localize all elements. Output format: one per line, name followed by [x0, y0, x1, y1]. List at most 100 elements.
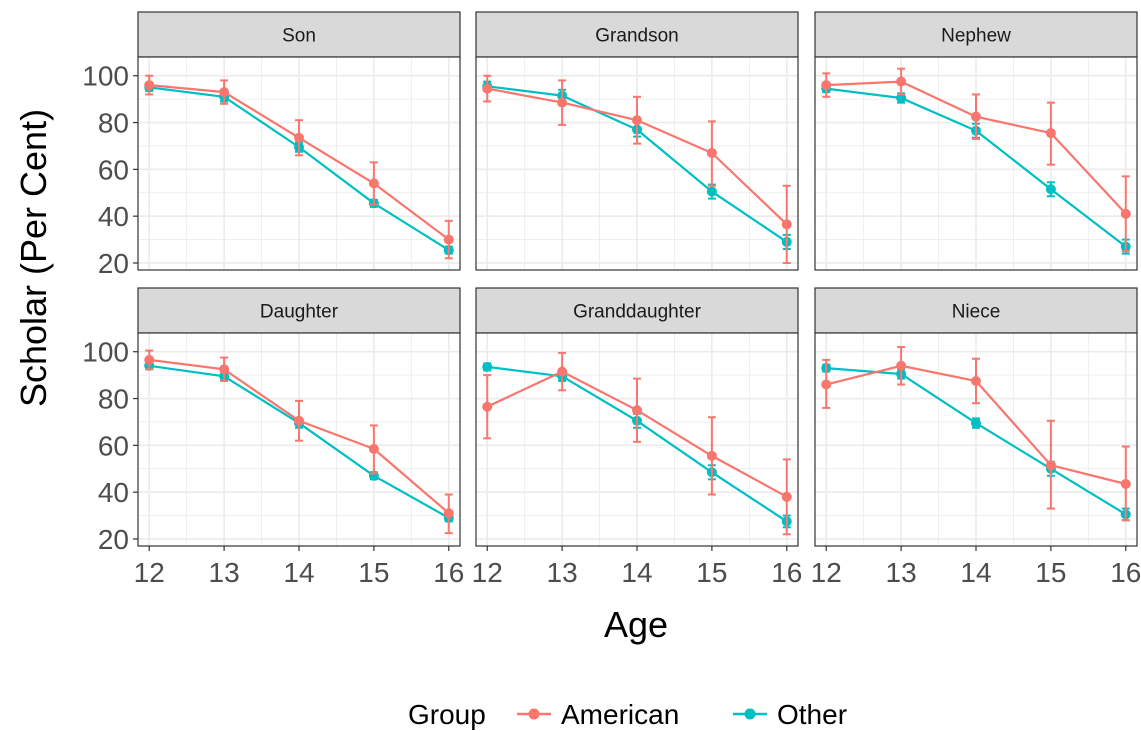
- data-point: [781, 491, 792, 502]
- legend-entry-other: Other: [733, 699, 847, 730]
- y-tick-label: 80: [98, 384, 129, 415]
- x-tick-label: 13: [886, 557, 917, 588]
- x-tick-label: 16: [771, 557, 802, 588]
- legend-key-point: [744, 708, 756, 720]
- facet-title: Daughter: [260, 302, 339, 323]
- data-point: [482, 401, 493, 412]
- data-point: [1045, 460, 1056, 471]
- legend: Group American Other: [408, 699, 847, 730]
- y-tick-label: 40: [98, 477, 129, 508]
- facet-strip: [475, 11, 799, 58]
- facet-panel-son: Son: [137, 11, 461, 271]
- x-tick-label: 12: [472, 557, 503, 588]
- gridlines: [815, 57, 1137, 270]
- data-point: [896, 360, 907, 371]
- legend-entry-american: American: [517, 699, 679, 730]
- x-tick-label: 15: [358, 557, 389, 588]
- data-point: [144, 80, 155, 91]
- data-point: [557, 366, 568, 377]
- y-tick-label: 60: [98, 430, 129, 461]
- data-point: [896, 76, 907, 87]
- x-tick-label: 14: [960, 557, 991, 588]
- data-point: [632, 115, 642, 126]
- gridlines: [476, 57, 798, 270]
- facet-strip: [137, 287, 461, 334]
- data-point: [896, 92, 907, 103]
- facet-strip: [137, 11, 461, 58]
- legend-label: Other: [777, 699, 847, 730]
- x-tick-label: 16: [433, 557, 464, 588]
- data-point: [482, 83, 493, 94]
- legend-title: Group: [408, 699, 486, 730]
- data-point: [294, 132, 304, 143]
- x-tick-label: 12: [134, 557, 165, 588]
- y-tick-label: 100: [82, 61, 129, 92]
- x-tick-label: 13: [209, 557, 240, 588]
- data-point: [1120, 478, 1131, 489]
- data-point: [781, 219, 792, 230]
- legend-label: American: [561, 699, 679, 730]
- data-point: [482, 361, 493, 372]
- data-point: [368, 443, 379, 454]
- data-point: [706, 186, 717, 197]
- panel-border: [137, 56, 461, 271]
- facet-panel-nephew: Nephew: [814, 11, 1138, 271]
- y-tick-label: 20: [98, 248, 129, 279]
- x-tick-label: 12: [811, 557, 842, 588]
- y-axes: 20 40 60 80 100 20 40 60 80 100: [82, 61, 138, 555]
- series-american: [144, 349, 454, 535]
- data-point: [706, 147, 717, 158]
- data-point: [1120, 208, 1131, 219]
- data-point: [971, 375, 981, 386]
- series-american: [144, 74, 454, 260]
- series-american: [482, 74, 792, 264]
- y-tick-label: 40: [98, 201, 129, 232]
- series-american: [821, 346, 1131, 522]
- data-point: [368, 178, 379, 189]
- data-point: [294, 415, 304, 426]
- y-tick-label: 80: [98, 108, 129, 139]
- x-tick-label: 14: [621, 557, 652, 588]
- data-point: [971, 111, 981, 122]
- facet-panel-niece: Niece: [814, 287, 1138, 547]
- facet-panels: Son Grandson Nephew Daughter Granddaughter Ni…: [137, 11, 1138, 547]
- y-tick-label: 100: [82, 337, 129, 368]
- x-axis: 12 13 14 15 16 12 13 14 15 16 12 13 14 15 16: [134, 546, 1141, 588]
- facet-strip: [475, 287, 799, 334]
- data-point: [632, 405, 642, 416]
- x-tick-label: 15: [696, 557, 727, 588]
- data-point: [219, 87, 230, 98]
- series-american: [821, 67, 1131, 253]
- data-point: [144, 354, 155, 365]
- data-point: [443, 508, 454, 519]
- data-point: [557, 97, 568, 108]
- data-point: [821, 379, 832, 390]
- x-tick-label: 15: [1035, 557, 1066, 588]
- y-tick-label: 60: [98, 154, 129, 185]
- facet-panel-granddaughter: Granddaughter: [475, 287, 799, 547]
- facet-panel-grandson: Grandson: [475, 11, 799, 271]
- panel-border: [814, 56, 1138, 271]
- data-point: [971, 418, 981, 429]
- x-tick-label: 16: [1110, 557, 1141, 588]
- y-axis-title: Scholar (Per Cent): [13, 109, 54, 407]
- facet-title: Niece: [952, 302, 1001, 323]
- x-axis-title: Age: [604, 604, 668, 645]
- data-point: [443, 234, 454, 245]
- facet-title: Grandson: [595, 26, 678, 47]
- data-point: [821, 80, 832, 91]
- data-point: [219, 364, 230, 375]
- facet-title: Son: [282, 26, 316, 47]
- legend-key-point: [528, 708, 540, 720]
- series-american: [482, 351, 792, 536]
- panel-border: [475, 56, 799, 271]
- facet-panel-daughter: Daughter: [137, 287, 461, 547]
- data-point: [1045, 128, 1056, 139]
- y-tick-label: 20: [98, 524, 129, 555]
- data-point: [1045, 184, 1056, 195]
- facet-title: Granddaughter: [573, 302, 701, 323]
- x-tick-label: 13: [547, 557, 578, 588]
- data-point: [706, 450, 717, 461]
- facet-title: Nephew: [941, 26, 1011, 47]
- x-tick-label: 14: [283, 557, 314, 588]
